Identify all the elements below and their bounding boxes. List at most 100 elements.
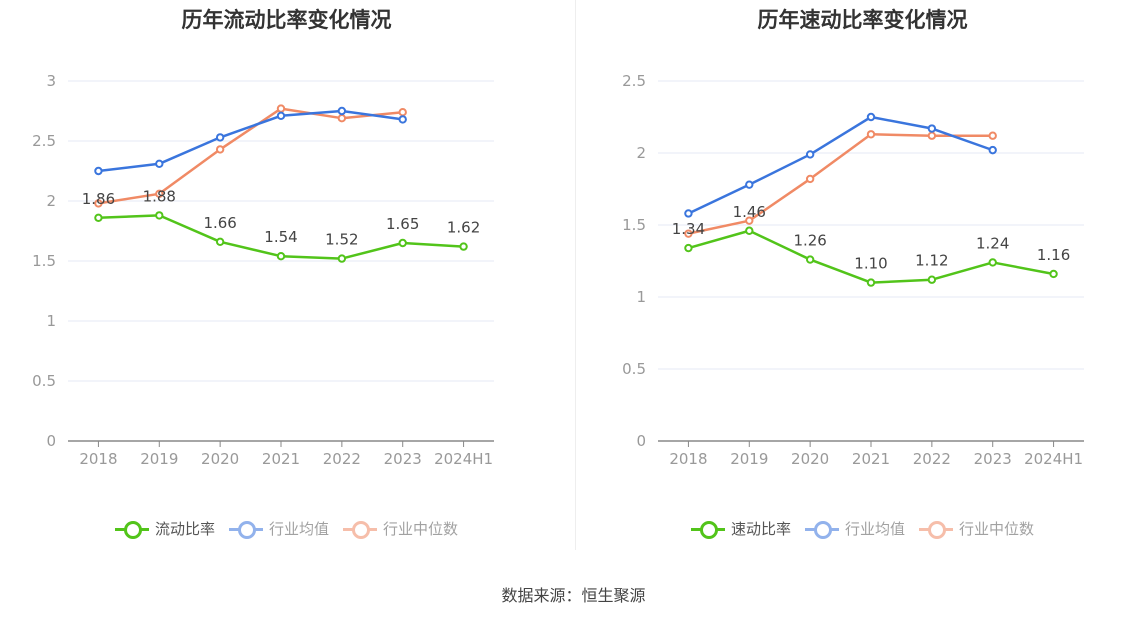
data-point	[276, 104, 286, 113]
x-tick-label: 2018	[669, 450, 707, 468]
data-point	[866, 112, 876, 122]
x-tick-label: 2018	[79, 450, 117, 468]
panel-divider	[575, 0, 576, 550]
x-tick-label: 2021	[262, 450, 300, 468]
x-tick-label: 2024H1	[434, 450, 493, 468]
legend-item-industry-mean[interactable]: 行业均值	[804, 518, 905, 539]
data-point	[684, 229, 693, 238]
x-tick-label: 2020	[791, 450, 829, 468]
legend-item-industry-median[interactable]: 行业中位数	[919, 518, 1034, 539]
data-point	[155, 159, 164, 169]
y-tick-label: 1	[636, 288, 646, 306]
data-point	[805, 150, 815, 159]
data-point	[1049, 269, 1058, 279]
series-line-industry-median	[688, 133, 993, 235]
data-point	[276, 252, 286, 261]
legend-item-industry-median[interactable]: 行业中位数	[343, 518, 458, 539]
series-line-industry-median	[98, 107, 403, 205]
series-line-industry-mean	[98, 109, 403, 173]
data-point	[276, 111, 286, 121]
legend: 流动比率 行业均值 行业中位数	[0, 518, 573, 539]
y-tick-label: 3	[46, 72, 56, 90]
data-point	[337, 106, 347, 116]
chart-title: 历年速动比率变化情况	[757, 8, 968, 32]
data-label: 1.10	[854, 255, 887, 273]
legend-marker-icon	[804, 519, 839, 539]
data-point	[988, 145, 997, 155]
legend-item-quick-ratio[interactable]: 速动比率	[690, 518, 791, 539]
series-line-industry-mean	[687, 115, 994, 215]
y-tick-label: 2	[636, 144, 646, 162]
y-tick-label: 1.5	[32, 252, 56, 270]
legend-marker-icon	[228, 519, 263, 539]
legend-marker-icon	[919, 519, 953, 539]
data-label: 1.24	[976, 234, 1009, 252]
data-point	[866, 130, 876, 139]
data-point	[459, 242, 468, 251]
data-point	[745, 216, 754, 225]
data-point	[215, 237, 225, 247]
data-point	[684, 243, 693, 253]
chart-title: 历年流动比率变化情况	[181, 8, 392, 32]
data-point	[805, 255, 815, 264]
data-point	[745, 180, 754, 189]
data-label: 1.86	[82, 190, 115, 208]
data-point	[215, 133, 225, 142]
y-tick-label: 2	[46, 192, 56, 210]
x-tick-label: 2019	[140, 450, 178, 468]
legend-item-current-ratio[interactable]: 流动比率	[114, 518, 215, 539]
legend-marker-icon	[343, 519, 377, 539]
data-label: 1.65	[386, 215, 419, 233]
data-label: 1.54	[264, 228, 297, 246]
y-tick-label: 0	[636, 432, 646, 450]
legend-marker-icon	[114, 519, 149, 539]
legend-label: 行业均值	[268, 520, 329, 538]
y-tick-label: 0.5	[622, 360, 646, 378]
data-point	[866, 278, 876, 287]
legend: 速动比率 行业均值 行业中位数	[576, 518, 1147, 539]
data-point	[155, 189, 164, 199]
y-tick-label: 0	[46, 432, 56, 450]
y-tick-label: 1	[46, 312, 56, 330]
data-point	[398, 115, 407, 124]
data-point	[94, 213, 103, 223]
data-point	[988, 258, 997, 267]
data-label: 1.26	[793, 232, 826, 250]
legend-item-industry-mean[interactable]: 行业均值	[228, 518, 329, 539]
data-point	[94, 166, 103, 176]
data-label: 1.34	[672, 220, 705, 238]
data-label: 1.88	[143, 187, 176, 205]
x-tick-label: 2024H1	[1024, 450, 1083, 468]
x-tick-label: 2022	[913, 450, 951, 468]
x-tick-label: 2019	[730, 450, 768, 468]
data-point	[988, 131, 997, 140]
y-tick-label: 2.5	[622, 72, 646, 90]
y-tick-label: 1.5	[622, 216, 646, 234]
legend-label: 行业均值	[844, 520, 905, 538]
legend-marker-icon	[690, 519, 725, 539]
data-point	[684, 209, 693, 218]
chart-panel-current-ratio: 历年流动比率变化情况 0 0.5 1 1.5 2 2.5 3 2018 2019 2020 2021…	[0, 0, 573, 560]
line-chart-quick-ratio: 0 0.5 1 1.5 2 2.5 2018 2019 2020 2021 2022 2023 2024…	[622, 72, 1084, 468]
data-point	[337, 114, 347, 123]
x-tick-label: 2021	[852, 450, 890, 468]
data-point	[337, 254, 347, 263]
data-label: 1.62	[447, 219, 480, 237]
data-label: 1.52	[325, 231, 358, 249]
data-point	[745, 226, 754, 235]
x-tick-label: 2023	[974, 450, 1012, 468]
data-source-note: 数据来源：恒生聚源	[501, 586, 646, 605]
legend-label: 行业中位数	[959, 520, 1035, 538]
data-point	[927, 131, 937, 140]
x-tick-label: 2020	[201, 450, 239, 468]
data-point	[805, 174, 815, 184]
x-tick-label: 2022	[323, 450, 361, 468]
data-label: 1.12	[915, 252, 948, 270]
chart-panel-quick-ratio: 历年速动比率变化情况 0 0.5 1 1.5 2 2.5 2018 2019 2020 2021 2…	[576, 0, 1147, 560]
data-point	[927, 124, 937, 133]
data-point	[155, 211, 164, 220]
legend-label: 流动比率	[154, 520, 215, 538]
data-point	[927, 275, 937, 284]
data-point	[398, 238, 407, 248]
